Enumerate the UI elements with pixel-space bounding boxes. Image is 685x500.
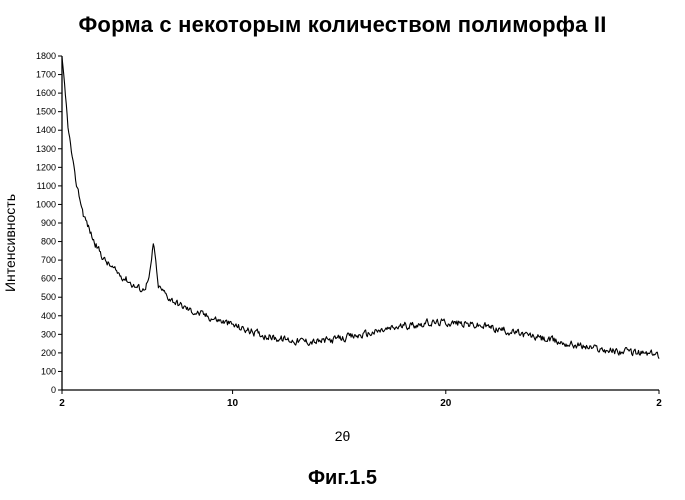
svg-text:700: 700 — [41, 255, 56, 265]
svg-text:200: 200 — [41, 348, 56, 358]
y-axis-label: Интенсивность — [2, 194, 18, 292]
svg-text:1600: 1600 — [36, 88, 56, 98]
svg-text:800: 800 — [41, 237, 56, 247]
svg-text:1400: 1400 — [36, 125, 56, 135]
svg-text:1300: 1300 — [36, 144, 56, 154]
chart-title: Форма с некоторым количеством полиморфа … — [0, 12, 685, 38]
svg-text:1000: 1000 — [36, 199, 56, 209]
figure-caption: Фиг.1.5 — [0, 467, 685, 490]
svg-text:900: 900 — [41, 218, 56, 228]
svg-text:1100: 1100 — [37, 181, 56, 191]
x-axis-label: 2θ — [14, 428, 671, 444]
svg-text:1800: 1800 — [36, 51, 56, 61]
svg-text:1500: 1500 — [36, 107, 56, 117]
svg-text:2: 2 — [59, 398, 65, 409]
chart-canvas: 0 100 200 300 400 500 600 700 800 900 1000 1100 1200… — [14, 48, 671, 418]
svg-text:600: 600 — [41, 274, 56, 284]
svg-text:400: 400 — [41, 311, 56, 321]
svg-text:300: 300 — [41, 329, 56, 339]
svg-text:100: 100 — [41, 366, 56, 376]
svg-text:2: 2 — [656, 398, 662, 409]
svg-text:10: 10 — [227, 398, 239, 409]
svg-text:500: 500 — [41, 292, 56, 302]
svg-text:0: 0 — [51, 385, 56, 395]
svg-text:20: 20 — [440, 398, 452, 409]
svg-text:1700: 1700 — [36, 70, 56, 80]
svg-text:1200: 1200 — [36, 162, 56, 172]
xrd-chart: Интенсивность 01002003004005006007008009… — [14, 48, 671, 438]
